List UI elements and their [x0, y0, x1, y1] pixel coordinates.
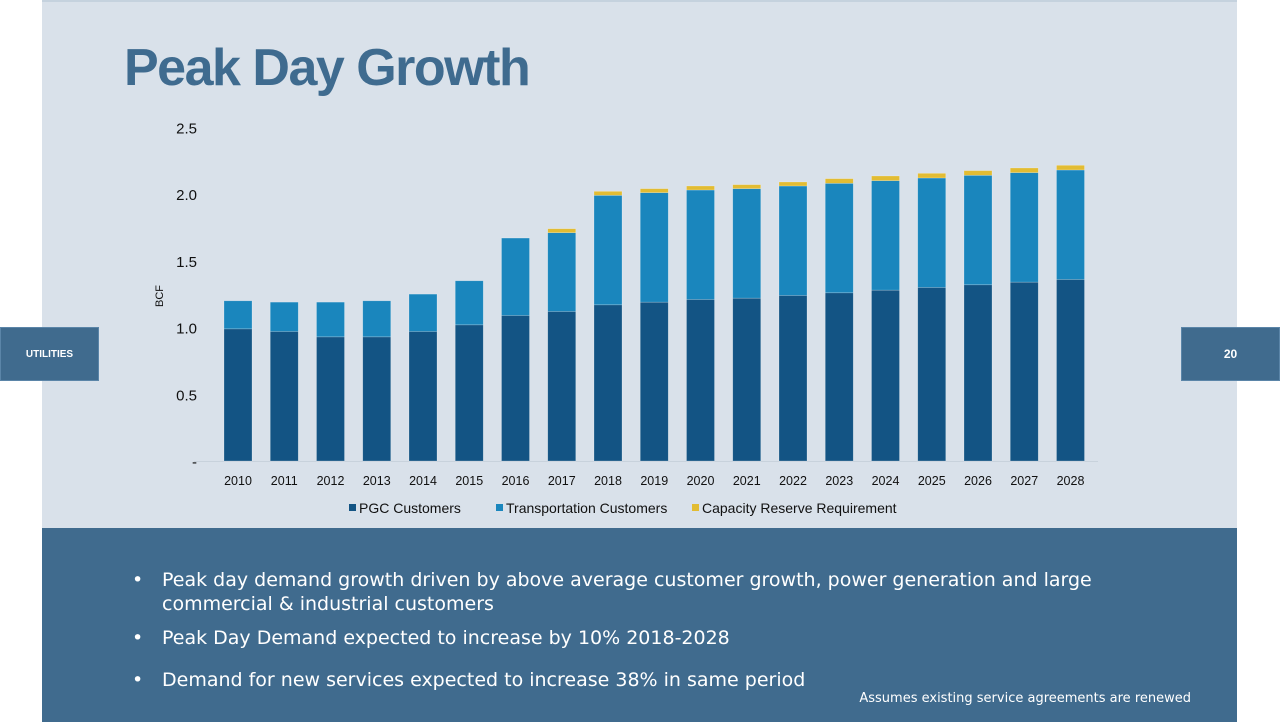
- summary-panel: Peak day demand growth driven by above a…: [42, 528, 1237, 722]
- bar-pgc-customers-2010: [223, 328, 253, 462]
- y-axis: - 0.5 1.0 1.5 2.0 2.5: [176, 120, 197, 471]
- bar-pgc-customers-2015: [454, 324, 484, 462]
- legend-swatch: [349, 504, 356, 511]
- bar-pgc-customers-2021: [732, 297, 762, 462]
- bar-pgc-customers-2028: [1056, 279, 1085, 462]
- x-tick-label: 2028: [1057, 474, 1085, 488]
- x-tick-label: 2020: [687, 474, 715, 488]
- footnote: Assumes existing service agreements are …: [859, 691, 1191, 706]
- x-tick-label: 2014: [409, 474, 437, 488]
- x-tick-label: 2011: [271, 474, 298, 488]
- bullet-item: Peak Day Demand expected to increase by …: [126, 626, 1126, 650]
- bar-pgc-customers-2020: [686, 299, 715, 462]
- bar-pgc-customers-2023: [824, 292, 854, 462]
- y-tick-label: 2.5: [176, 120, 197, 137]
- bullet-item: Peak day demand growth driven by above a…: [126, 568, 1126, 616]
- bullet-list: Peak day demand growth driven by above a…: [126, 568, 1126, 692]
- slide: Peak Day Growth - 0.5 1.0 1.5 2.0 2.5 BCF 201…: [42, 0, 1237, 722]
- x-tick-label: 2016: [502, 474, 530, 488]
- bar-transportation-customers-2026: [963, 175, 993, 286]
- x-tick-label: 2023: [825, 474, 853, 488]
- bar-capacity-reserve-requirement-2028: [1056, 164, 1085, 171]
- legend-swatch: [692, 504, 699, 511]
- bar-pgc-customers-2017: [547, 311, 577, 462]
- bar-capacity-reserve-requirement-2027: [1009, 167, 1039, 173]
- bar-capacity-reserve-requirement-2018: [593, 191, 623, 196]
- bar-transportation-customers-2019: [639, 192, 669, 303]
- bar-pgc-customers-2016: [501, 315, 530, 462]
- bar-capacity-reserve-requirement-2024: [871, 175, 900, 181]
- x-axis: 2010 2011 2012 2013 2014 2015 2016 2017 2018 2019…: [224, 474, 1084, 488]
- bar-transportation-customers-2025: [917, 177, 947, 288]
- bar-transportation-customers-2023: [824, 183, 854, 294]
- x-tick-label: 2022: [779, 474, 807, 488]
- bar-transportation-customers-2013: [362, 300, 392, 338]
- bar-pgc-customers-2025: [917, 287, 947, 462]
- bar-pgc-customers-2018: [593, 304, 623, 462]
- y-tick-label: 2.0: [176, 187, 197, 204]
- bar-pgc-customers-2027: [1009, 281, 1039, 462]
- bar-pgc-customers-2022: [778, 295, 808, 462]
- bar-transportation-customers-2010: [223, 300, 253, 330]
- x-tick-label: 2021: [733, 474, 761, 488]
- bar-transportation-customers-2024: [871, 180, 900, 291]
- bar-capacity-reserve-requirement-2021: [732, 184, 762, 189]
- x-tick-label: 2013: [363, 474, 391, 488]
- bullet-item: Demand for new services expected to incr…: [126, 668, 1126, 692]
- bar-pgc-customers-2014: [408, 331, 438, 462]
- bar-transportation-customers-2022: [778, 185, 808, 296]
- y-tick-label: -: [192, 454, 197, 471]
- legend: PGC Customers Transportation Customers Cap…: [349, 500, 897, 516]
- bar-capacity-reserve-requirement-2022: [778, 181, 808, 187]
- page-number-tab: 20: [1181, 327, 1280, 381]
- x-tick-label: 2015: [455, 474, 483, 488]
- y-tick-label: 1.5: [176, 254, 197, 271]
- bar-pgc-customers-2019: [639, 301, 669, 462]
- x-tick-label: 2024: [872, 474, 900, 488]
- bar-capacity-reserve-requirement-2025: [917, 173, 947, 179]
- bar-capacity-reserve-requirement-2023: [824, 178, 854, 184]
- x-tick-label: 2018: [594, 474, 622, 488]
- bar-capacity-reserve-requirement-2017: [547, 228, 577, 234]
- bar-transportation-customers-2014: [408, 293, 438, 332]
- bar-transportation-customers-2020: [686, 189, 715, 300]
- bar-transportation-customers-2018: [593, 195, 623, 306]
- stacked-bar-chart: -0.51.01.52.02.5 BCF 2010 2011 2012 2013 201…: [154, 120, 1098, 516]
- legend-label: Transportation Customers: [506, 500, 667, 516]
- bar-transportation-customers-2021: [732, 188, 762, 299]
- bar-pgc-customers-2026: [963, 284, 993, 462]
- legend-swatch: [496, 504, 503, 511]
- x-tick-label: 2012: [317, 474, 345, 488]
- page-title: Peak Day Growth: [124, 39, 531, 97]
- x-tick-label: 2026: [964, 474, 992, 488]
- section-label-tab: UTILITIES: [0, 327, 99, 381]
- bar-transportation-customers-2011: [269, 301, 299, 332]
- legend-label: PGC Customers: [359, 500, 461, 516]
- bar-transportation-customers-2027: [1009, 172, 1039, 283]
- bar-capacity-reserve-requirement-2019: [639, 188, 669, 193]
- x-tick-label: 2010: [224, 474, 252, 488]
- y-tick-label: 0.5: [176, 387, 197, 404]
- bar-pgc-customers-2024: [871, 289, 900, 462]
- bar-pgc-customers-2013: [362, 336, 392, 462]
- bars: [223, 164, 1085, 462]
- bar-transportation-customers-2015: [454, 280, 484, 326]
- bar-transportation-customers-2012: [316, 301, 345, 338]
- x-tick-label: 2027: [1010, 474, 1038, 488]
- bar-pgc-customers-2012: [316, 336, 345, 462]
- bar-capacity-reserve-requirement-2026: [963, 170, 993, 176]
- x-tick-label: 2019: [640, 474, 668, 488]
- bar-transportation-customers-2028: [1056, 169, 1085, 280]
- bar-pgc-customers-2011: [269, 331, 299, 462]
- y-tick-label: 1.0: [176, 321, 197, 338]
- bar-capacity-reserve-requirement-2020: [686, 185, 715, 191]
- legend-label: Capacity Reserve Requirement: [702, 500, 897, 516]
- x-tick-label: 2017: [548, 474, 576, 488]
- bar-transportation-customers-2016: [501, 237, 530, 316]
- y-axis-label: BCF: [154, 285, 166, 307]
- bar-transportation-customers-2017: [547, 232, 577, 312]
- x-tick-label: 2025: [918, 474, 946, 488]
